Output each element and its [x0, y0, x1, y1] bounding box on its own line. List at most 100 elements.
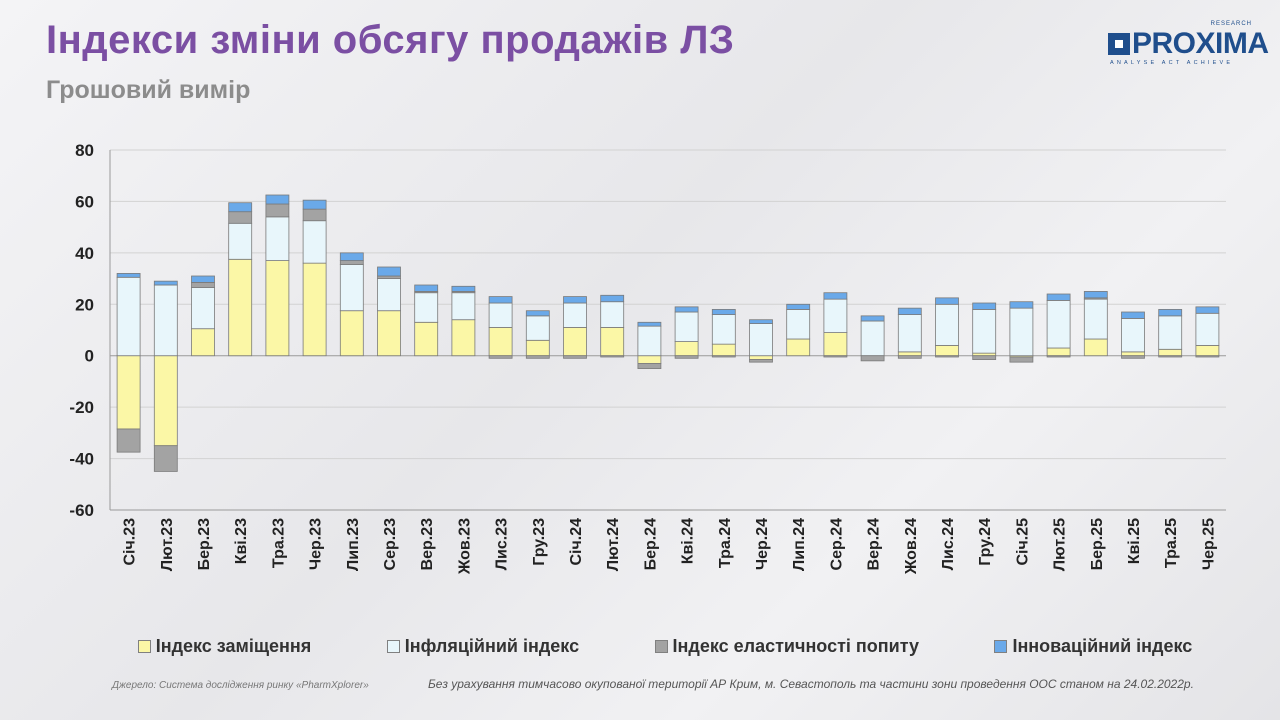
bar-segment-substitution	[786, 338, 811, 357]
x-tick-label: Чер.24	[754, 518, 771, 570]
y-tick-label: 60	[75, 192, 94, 211]
source-note: Джерело: Система дослідження ринку «Phar…	[112, 680, 369, 691]
y-tick-label: 20	[75, 295, 94, 314]
bar-segment-inflation	[897, 314, 922, 353]
x-tick-label: Жов.24	[903, 518, 920, 575]
x-tick-label: Сер.24	[828, 518, 845, 571]
bar-segment-inflation	[228, 222, 253, 260]
bar-segment-inflation	[1046, 300, 1071, 349]
territory-note: Без урахування тимчасово окупованої тери…	[428, 677, 1194, 691]
bar-segment-innovation	[897, 307, 922, 315]
bar-segment-innovation	[116, 273, 141, 278]
page-title: Індекси зміни обсягу продажів ЛЗ	[46, 18, 735, 62]
bar-segment-substitution	[377, 310, 401, 357]
bar-segment-elasticity	[1009, 356, 1034, 363]
bar-segment-inflation	[265, 216, 290, 261]
x-tick-label: Бер.24	[642, 518, 659, 571]
bar-segment-inflation	[1121, 318, 1145, 353]
x-tick-label: Гру.23	[531, 518, 548, 566]
bar-segment-elasticity	[600, 355, 625, 358]
bar-segment-substitution	[823, 332, 848, 357]
x-tick-label: Лют.23	[159, 518, 176, 571]
bar-segment-innovation	[488, 296, 513, 304]
bar-segment-substitution	[302, 262, 327, 357]
bar-segment-substitution	[414, 321, 439, 357]
bar-segment-innovation	[563, 296, 587, 304]
bar-segment-innovation	[749, 319, 773, 324]
x-tick-label: Тра.25	[1163, 518, 1180, 568]
bar-segment-inflation	[674, 311, 699, 342]
bar-segment-innovation	[1195, 306, 1220, 314]
x-tick-label: Вер.23	[419, 518, 436, 571]
x-tick-label: Бер.25	[1089, 518, 1106, 571]
bar-segment-elasticity	[1158, 355, 1183, 358]
bar-segment-elasticity	[1195, 355, 1220, 358]
bar-segment-elasticity	[488, 355, 513, 359]
y-tick-label: -60	[69, 501, 94, 520]
x-tick-label: Лип.23	[345, 518, 362, 571]
x-tick-label: Лют.24	[605, 518, 622, 571]
chart-legend: Індекс заміщення Інфляційний індекс Інде…	[100, 634, 1230, 658]
bar-segment-inflation	[860, 320, 885, 357]
bar-segment-innovation	[1046, 293, 1071, 301]
x-tick-label: Лют.25	[1052, 518, 1069, 571]
bar-segment-inflation	[749, 323, 773, 357]
bar-segment-inflation	[116, 276, 141, 357]
bar-segment-elasticity	[897, 355, 922, 359]
x-tick-label: Чер.23	[308, 518, 325, 570]
x-tick-label: Гру.24	[977, 518, 994, 566]
bar-segment-innovation	[786, 303, 811, 310]
bar-segment-elasticity	[525, 355, 550, 359]
bar-segment-elasticity	[563, 355, 587, 359]
bar-segment-innovation	[860, 315, 885, 322]
bar-segment-inflation	[153, 284, 178, 357]
bar-segment-innovation	[823, 292, 848, 300]
legend-label-inflation: Інфляційний індекс	[404, 635, 580, 656]
bar-segment-substitution	[897, 351, 922, 357]
bar-segment-inflation	[339, 264, 364, 312]
bar-segment-substitution	[1083, 338, 1108, 357]
bar-segment-elasticity	[637, 363, 662, 369]
bar-segment-inflation	[786, 309, 811, 340]
bar-segment-substitution	[563, 327, 587, 357]
x-tick-label: Бер.23	[196, 518, 213, 571]
legend-item-substitution: Індекс заміщення	[137, 635, 312, 657]
bar-segment-innovation	[1009, 301, 1034, 309]
bar-segment-inflation	[451, 292, 476, 321]
x-tick-label: Жов.23	[456, 518, 473, 575]
x-tick-label: Кві.24	[680, 518, 697, 564]
bar-segment-innovation	[1121, 311, 1145, 319]
bar-segment-elasticity	[749, 359, 773, 363]
bar-segment-elasticity	[116, 428, 141, 453]
bar-segment-innovation	[711, 309, 736, 315]
bar-segment-substitution	[525, 339, 550, 357]
bar-segment-substitution	[935, 345, 959, 357]
x-tick-label: Січ.25	[1014, 518, 1031, 566]
legend-swatch-substitution	[137, 639, 151, 653]
logo-mark-icon	[1108, 33, 1130, 55]
x-tick-label: Лис.24	[940, 518, 957, 570]
bar-segment-elasticity	[191, 282, 215, 288]
bar-segment-innovation	[339, 252, 364, 261]
bar-segment-elasticity	[711, 355, 736, 358]
legend-swatch-innovation	[994, 639, 1008, 653]
bar-segment-inflation	[1195, 312, 1220, 346]
bar-segment-elasticity	[823, 355, 848, 358]
legend-label-substitution: Індекс заміщення	[155, 635, 312, 656]
bar-segment-inflation	[600, 301, 625, 328]
bar-segment-substitution	[637, 355, 662, 364]
bar-segment-elasticity	[339, 260, 364, 265]
bar-segment-innovation	[377, 266, 401, 277]
x-tick-label: Сер.23	[382, 518, 399, 571]
y-tick-label: 0	[85, 347, 94, 366]
bar-segment-elasticity	[860, 355, 885, 362]
x-tick-label: Січ.23	[122, 518, 139, 566]
bar-segment-elasticity	[1046, 355, 1071, 358]
bar-segment-inflation	[637, 325, 662, 357]
bar-segment-innovation	[972, 302, 997, 310]
bar-segment-inflation	[377, 278, 401, 312]
bar-segment-elasticity	[1121, 355, 1145, 359]
bar-segment-elasticity	[302, 208, 327, 222]
bar-segment-substitution	[228, 258, 253, 357]
bar-segment-inflation	[711, 314, 736, 345]
